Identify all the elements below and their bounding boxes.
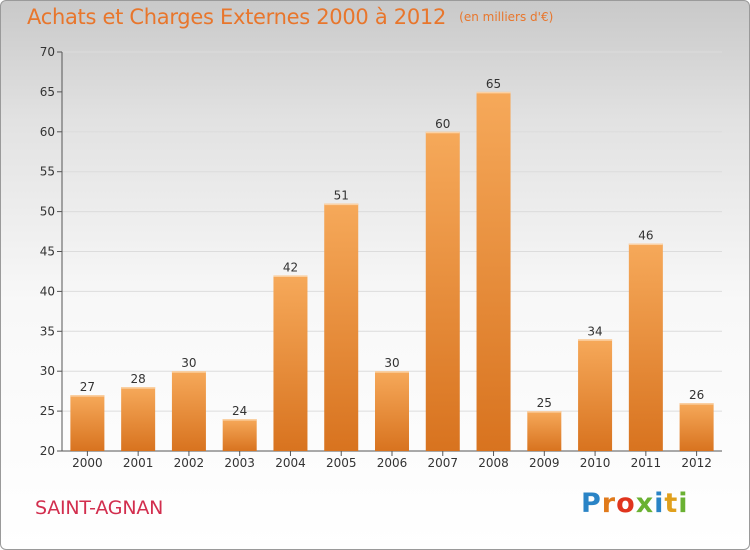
bar — [628, 243, 663, 451]
bar-value-label: 51 — [334, 189, 349, 203]
y-tick-label: 40 — [40, 284, 55, 298]
proxiti-logo[interactable]: Proxiti — [581, 488, 689, 519]
x-tick-label: 2010 — [580, 456, 611, 470]
bar-highlight — [222, 419, 257, 421]
chart-title-block: Achats et Charges Externes 2000 à 2012 (… — [27, 5, 553, 29]
bar-value-label: 42 — [283, 260, 298, 274]
bars — [70, 91, 714, 452]
bar-highlight — [527, 411, 562, 413]
bar-value-label: 24 — [232, 404, 247, 418]
bar-value-label: 28 — [131, 372, 146, 386]
bar — [171, 371, 206, 451]
x-tick-label: 2001 — [123, 456, 154, 470]
bar — [222, 419, 257, 451]
bar — [324, 203, 359, 451]
bar — [375, 371, 409, 451]
bar-highlight — [628, 243, 663, 246]
bar-highlight — [324, 203, 359, 206]
bar-highlight — [375, 371, 409, 373]
bar — [121, 387, 156, 451]
bar-value-label: 34 — [587, 324, 602, 338]
x-tick-label: 2005 — [326, 456, 357, 470]
x-tick-label: 2002 — [174, 456, 205, 470]
x-tick-label: 2011 — [631, 456, 662, 470]
bar-highlight — [679, 403, 714, 405]
y-tick-label: 55 — [40, 165, 55, 179]
y-tick-label: 65 — [40, 85, 55, 99]
x-tick-label: 2012 — [681, 456, 712, 470]
bar-value-label: 60 — [435, 117, 450, 131]
bar-highlight — [425, 131, 460, 134]
bar-value-label: 65 — [486, 77, 501, 91]
y-tick-label: 45 — [40, 245, 55, 259]
bar-highlight — [578, 339, 613, 341]
y-tick-label: 50 — [40, 205, 55, 219]
bar-value-label: 27 — [80, 380, 95, 394]
bar — [273, 275, 308, 451]
y-tick-label: 35 — [40, 324, 55, 338]
place-name: SAINT-AGNAN — [35, 497, 164, 519]
chart-unit: (en milliers d'€) — [459, 10, 554, 24]
y-tick-label: 25 — [40, 404, 55, 418]
y-tick-label: 70 — [40, 45, 55, 59]
labels: 20 25 30 35 40 45 50 55 60 65 70 27 2000 28 2001 30 2002… — [40, 45, 712, 470]
x-tick-label: 2004 — [275, 456, 306, 470]
x-tick-label: 2009 — [529, 456, 560, 470]
y-tick-label: 60 — [40, 125, 55, 139]
bar — [70, 395, 105, 451]
bar-value-label: 25 — [537, 396, 552, 410]
y-tick-label: 30 — [40, 364, 55, 378]
x-tick-label: 2008 — [478, 456, 509, 470]
x-tick-label: 2006 — [377, 456, 408, 470]
bar-highlight — [70, 395, 105, 397]
x-tick-label: 2003 — [224, 456, 255, 470]
bar-chart: 20 25 30 35 40 45 50 55 60 65 70 27 2000 28 2001 30 2002… — [40, 45, 722, 470]
x-tick-label: 2000 — [72, 456, 103, 470]
bar-value-label: 26 — [689, 388, 704, 402]
x-tick-label: 2007 — [427, 456, 458, 470]
bar-highlight — [476, 91, 511, 94]
bar-value-label: 30 — [181, 356, 196, 370]
bar — [578, 339, 613, 451]
bar — [679, 403, 714, 451]
bar — [476, 91, 511, 452]
bar-value-label: 30 — [384, 356, 399, 370]
bar — [527, 411, 562, 451]
bar-highlight — [273, 275, 308, 277]
chart-title: Achats et Charges Externes 2000 à 2012 — [27, 5, 447, 29]
y-tick-label: 20 — [40, 444, 55, 458]
bar — [425, 131, 460, 452]
bar-highlight — [121, 387, 156, 389]
bar-highlight — [171, 371, 206, 373]
bar-value-label: 46 — [638, 229, 653, 243]
